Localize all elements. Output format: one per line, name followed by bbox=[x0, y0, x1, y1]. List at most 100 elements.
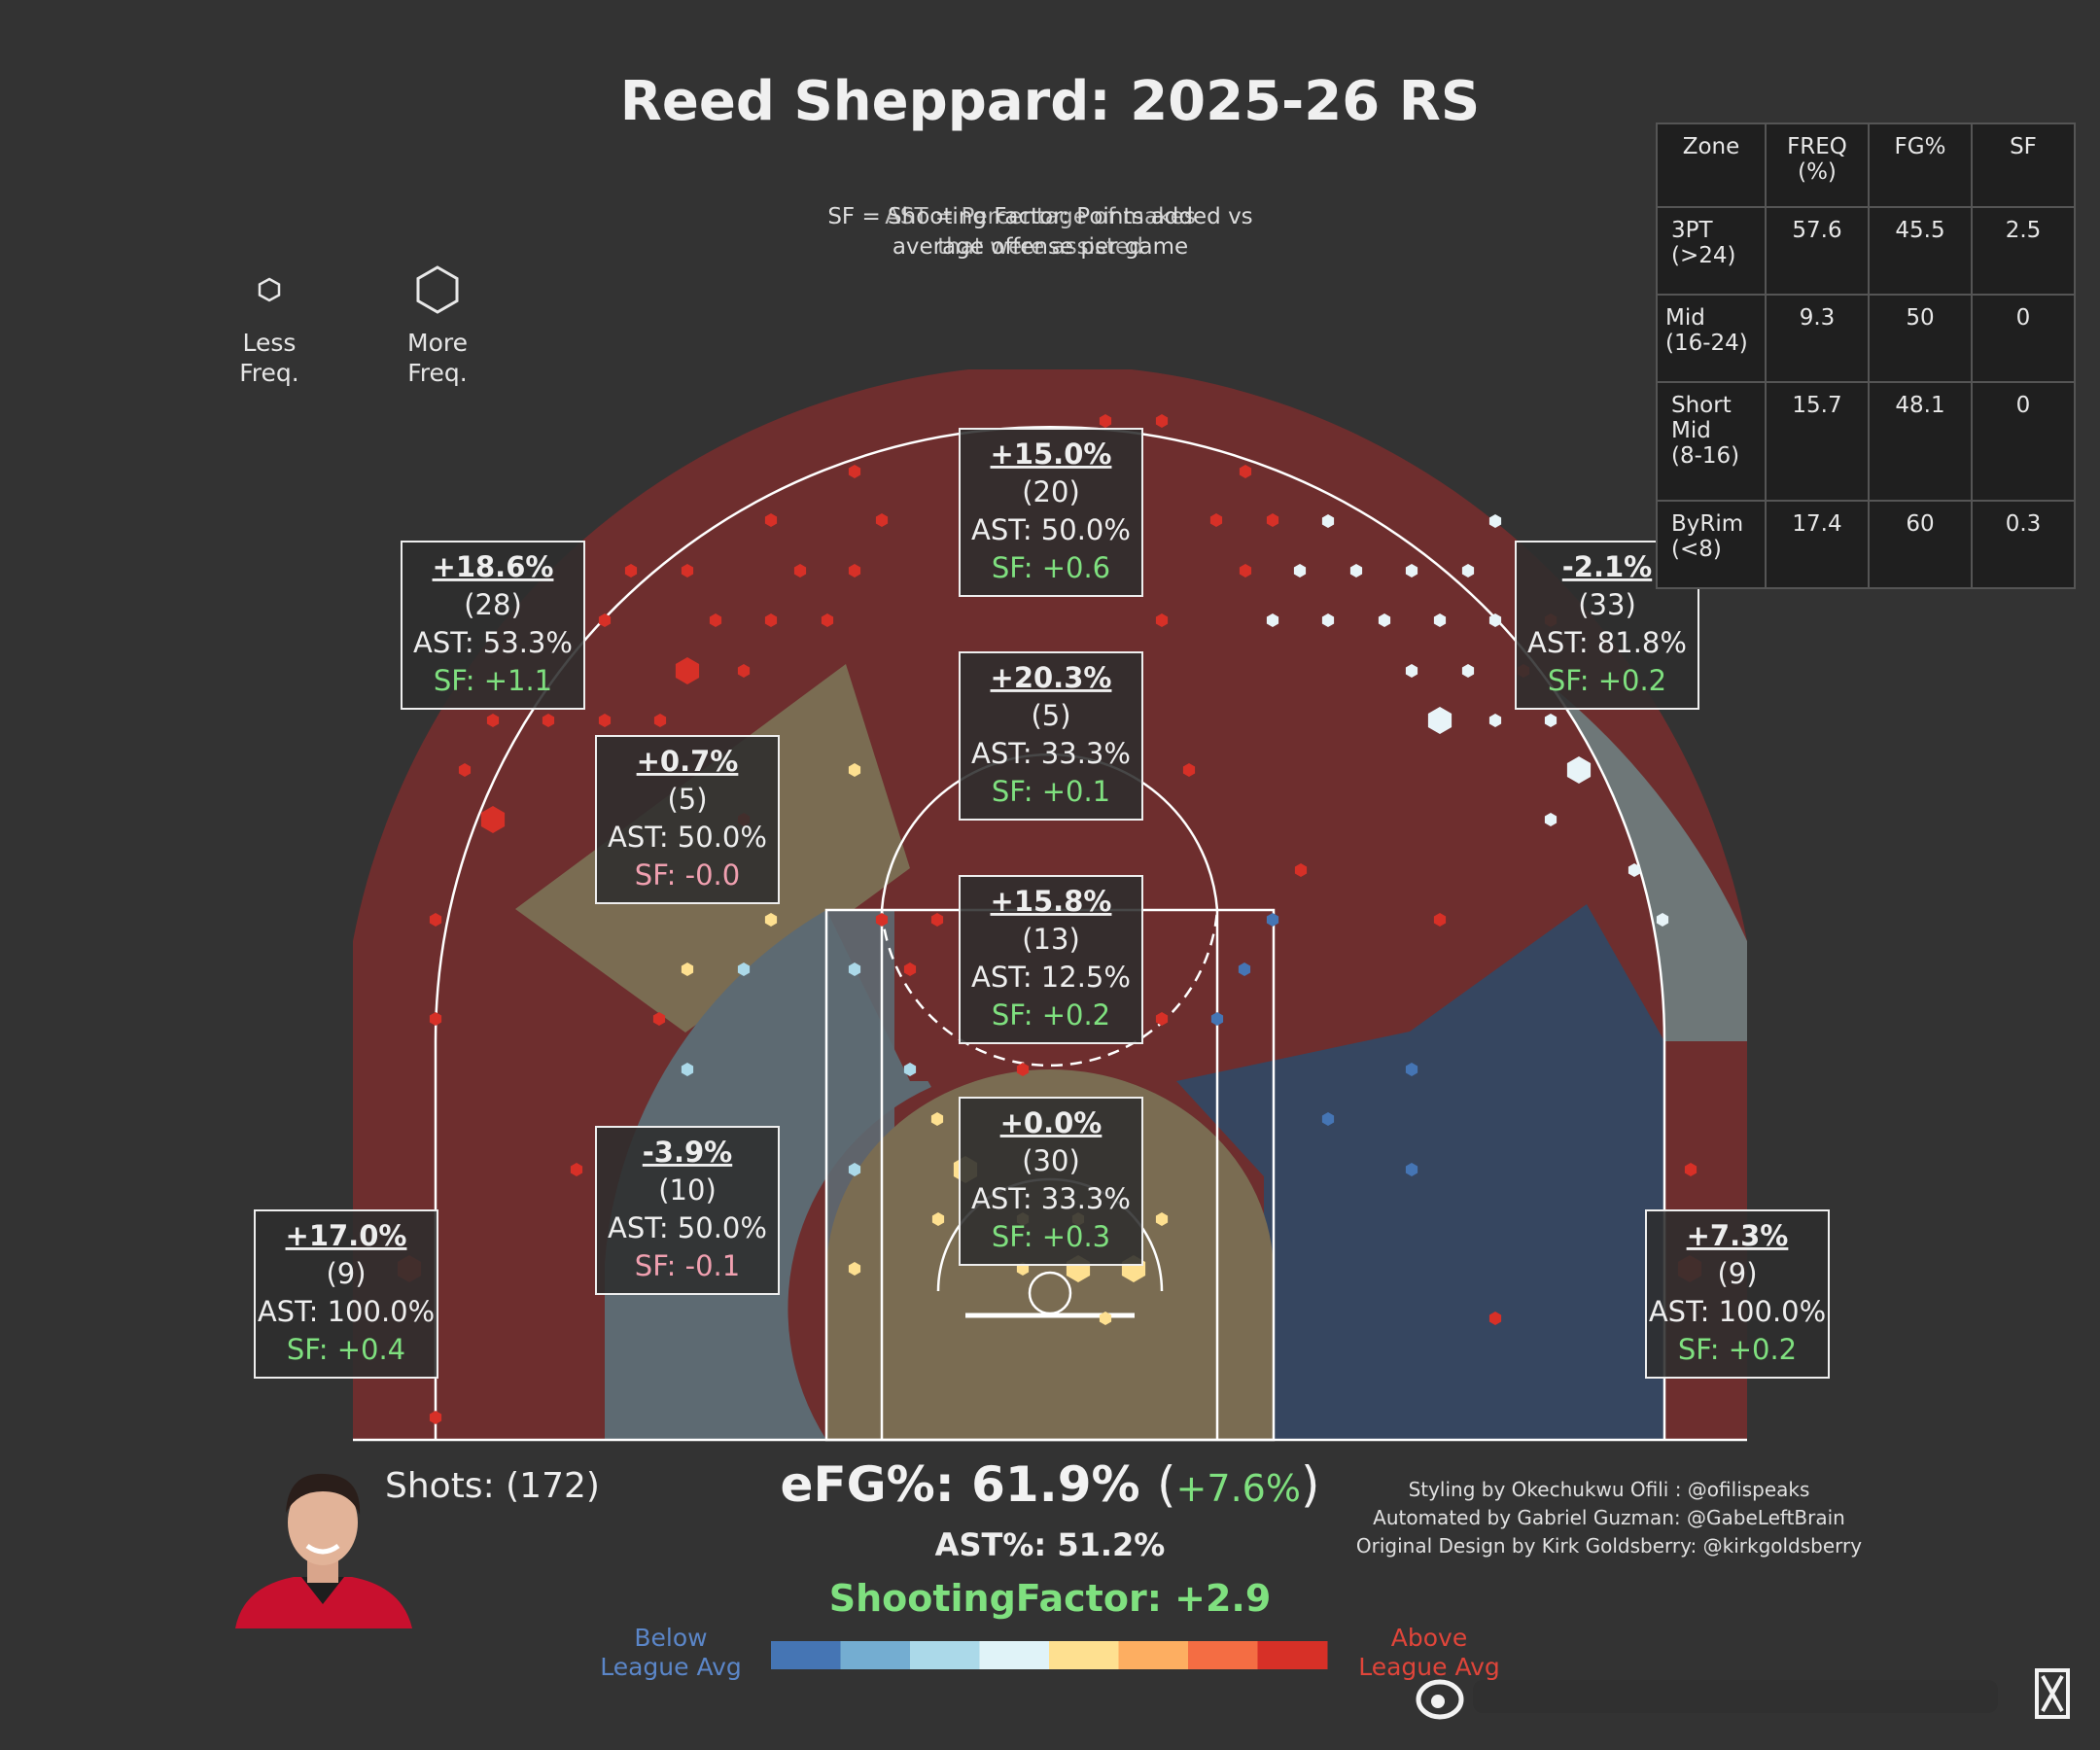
shot-hexbin bbox=[931, 1212, 945, 1226]
colorbar-high-label: Above League Avg bbox=[1358, 1624, 1500, 1681]
zone-label-box bbox=[959, 651, 1143, 821]
zone-ast: AST: 100.0% bbox=[1649, 1295, 1826, 1328]
zone-attempts: (5) bbox=[667, 783, 707, 816]
shot-hexbin bbox=[848, 564, 861, 578]
shot-hexbin bbox=[848, 1163, 861, 1176]
colorbar-swatch bbox=[1049, 1641, 1119, 1669]
zone-label-box bbox=[595, 1126, 780, 1295]
zone-diff: +17.0% bbox=[286, 1219, 407, 1252]
efg-summary: eFG%: 61.9% (+7.6%) bbox=[780, 1456, 1320, 1513]
shot-hexbin bbox=[1266, 513, 1279, 527]
shot-hexbin bbox=[598, 613, 612, 627]
shot-hexbin bbox=[429, 913, 442, 927]
table-row: Mid (16-24) 9.3 50 0 bbox=[1656, 294, 2076, 383]
shot-hexbin bbox=[1155, 613, 1169, 627]
shot-hexbin bbox=[429, 1411, 442, 1424]
shot-hexbin bbox=[793, 564, 807, 578]
zone-diff: +20.3% bbox=[991, 661, 1112, 694]
shot-hexbin bbox=[1566, 756, 1592, 784]
zone-ast: AST: 81.8% bbox=[1527, 626, 1687, 659]
shot-hexbin bbox=[1155, 414, 1169, 428]
shot-hexbin bbox=[653, 714, 667, 727]
shot-hexbin bbox=[764, 613, 778, 627]
zone-labels: +17.0% (9) AST: 100.0% SF: +0.4 +18.6% (28) AS… bbox=[254, 428, 1830, 1379]
colorbar-swatch bbox=[1257, 1641, 1328, 1669]
shot-hexbin bbox=[1544, 714, 1558, 727]
zone-label-short-mid-center: +15.8% (13) AST: 12.5% SF: +0.2 bbox=[959, 875, 1143, 1044]
zone-attempts: (30) bbox=[1022, 1144, 1080, 1177]
shot-hexbin bbox=[1628, 863, 1641, 877]
shot-hexbin bbox=[624, 564, 638, 578]
note-ast-definition: AST = Percentage of makes that were assi… bbox=[885, 204, 1196, 260]
zone-attempts: (13) bbox=[1022, 923, 1080, 956]
shot-hexbin bbox=[709, 613, 722, 627]
zone-label-mid-left-wing: +0.7% (5) AST: 50.0% SF: -0.0 bbox=[595, 735, 780, 904]
legend-more-freq: More Freq. bbox=[407, 329, 468, 387]
zone-attempts: (28) bbox=[464, 588, 522, 621]
shot-hexbin bbox=[1209, 513, 1223, 527]
table-header: SF bbox=[1971, 122, 2076, 208]
zone-label-wing3-left: +18.6% (28) AST: 53.3% SF: +1.1 bbox=[401, 541, 585, 710]
zone-label-box bbox=[959, 875, 1143, 1044]
zone-diff: -3.9% bbox=[643, 1136, 732, 1169]
shot-hexbin bbox=[1238, 962, 1251, 976]
shot-hexbin bbox=[1155, 1212, 1169, 1226]
zone-label-corner3-right: +7.3% (9) AST: 100.0% SF: +0.2 bbox=[1645, 1209, 1830, 1379]
zone-ast: AST: 100.0% bbox=[258, 1295, 435, 1328]
colorbar-swatch bbox=[910, 1641, 980, 1669]
zone-label-box bbox=[959, 428, 1143, 597]
zone-sf: SF: +0.3 bbox=[992, 1220, 1110, 1253]
shot-hexbin bbox=[1321, 613, 1335, 627]
shot-hexbin bbox=[1099, 1312, 1112, 1325]
zone-ast: AST: 33.3% bbox=[971, 1182, 1131, 1215]
colorbar-low-label: Below League Avg bbox=[600, 1624, 742, 1681]
hex-less-freq-icon bbox=[258, 277, 281, 302]
shot-hexbin bbox=[598, 714, 612, 727]
shot-hexbin bbox=[1239, 465, 1252, 478]
shot-hexbin bbox=[821, 613, 834, 627]
shot-hexbin bbox=[875, 913, 889, 927]
shot-hexbin bbox=[930, 913, 944, 927]
shot-hexbin bbox=[1349, 564, 1363, 578]
zone-attempts: (5) bbox=[1031, 699, 1070, 732]
zone-label-box bbox=[401, 541, 585, 710]
efg-value: eFG%: 61.9% bbox=[780, 1456, 1140, 1513]
zone-label-box bbox=[1645, 1209, 1830, 1379]
shot-hexbin bbox=[848, 465, 861, 478]
zone-sf: SF: +0.1 bbox=[992, 775, 1110, 808]
zone-attempts: (9) bbox=[326, 1257, 366, 1290]
shot-hexbin bbox=[737, 664, 751, 678]
zone-diff: +7.3% bbox=[1687, 1219, 1789, 1252]
legend-less-freq: Less Freq. bbox=[239, 329, 299, 387]
shot-hexbin bbox=[1405, 664, 1418, 678]
shot-hexbin bbox=[1488, 714, 1502, 727]
zone-diff: +15.8% bbox=[991, 885, 1112, 918]
zone-sf: SF: +0.2 bbox=[992, 998, 1110, 1032]
credits: Styling by Okechukwu Ofili : @ofilispeak… bbox=[1317, 1476, 1901, 1560]
table-row: ByRim (<8) 17.4 60 0.3 bbox=[1656, 500, 2076, 589]
shot-hexbin bbox=[1210, 1012, 1224, 1026]
table-row: 3PT (>24) 57.6 45.5 2.5 bbox=[1656, 206, 2076, 296]
shot-hexbin bbox=[1405, 1163, 1418, 1176]
shot-hexbin bbox=[1488, 613, 1502, 627]
shot-hexbin bbox=[1266, 613, 1279, 627]
shot-hexbin bbox=[1488, 514, 1502, 528]
shot-hexbin bbox=[1405, 1063, 1418, 1076]
zone-sf: SF: +0.2 bbox=[1678, 1333, 1797, 1366]
shot-hexbin bbox=[848, 763, 861, 777]
colorbar-swatch bbox=[840, 1641, 911, 1669]
efg-delta: +7.6% bbox=[1175, 1467, 1301, 1510]
shot-hexbin bbox=[875, 513, 889, 527]
zone-label-box bbox=[254, 1209, 438, 1379]
hex-more-freq-icon bbox=[416, 265, 459, 314]
zone-label-box bbox=[959, 1097, 1143, 1266]
zone-sf: SF: +1.1 bbox=[434, 664, 552, 697]
zone-label-short-mid-left: -3.9% (10) AST: 50.0% SF: -0.1 bbox=[595, 1126, 780, 1295]
shot-hexbin bbox=[1488, 1312, 1502, 1325]
shot-hexbin bbox=[1099, 414, 1112, 428]
zone-sf: SF: -0.0 bbox=[635, 858, 740, 892]
shot-hexbin bbox=[1239, 564, 1252, 578]
shot-hexbin bbox=[1405, 564, 1418, 578]
shot-hexbin bbox=[458, 763, 472, 777]
